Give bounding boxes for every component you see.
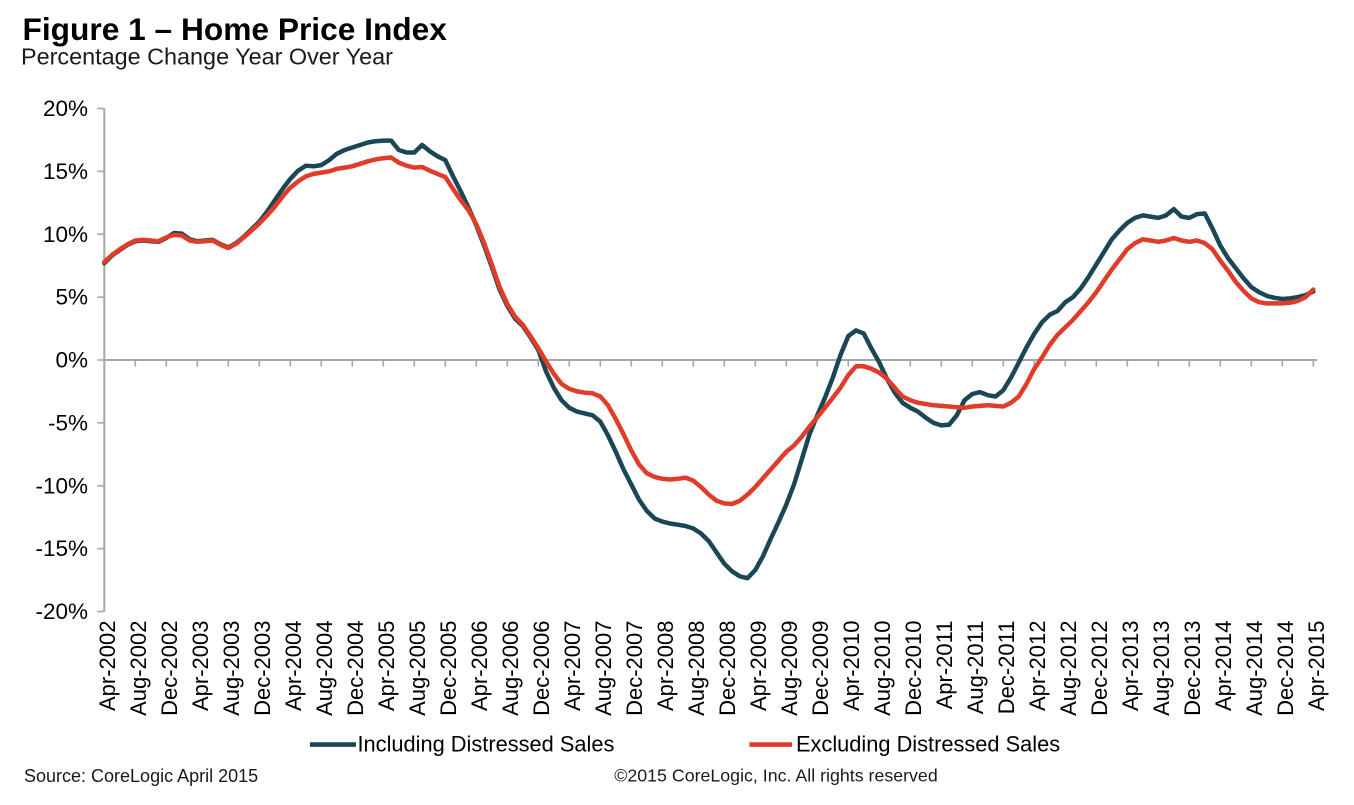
svg-text:Figure 1 – Home Price Index: Figure 1 – Home Price Index [23, 11, 448, 47]
svg-text:Apr-2009: Apr-2009 [746, 621, 771, 712]
svg-text:15%: 15% [43, 159, 88, 184]
svg-text:Aug-2005: Aug-2005 [405, 621, 430, 716]
svg-text:Dec-2014: Dec-2014 [1273, 621, 1298, 716]
svg-text:-20%: -20% [35, 599, 88, 624]
svg-text:Aug-2009: Aug-2009 [777, 621, 802, 716]
svg-text:Dec-2003: Dec-2003 [250, 621, 275, 716]
svg-text:Dec-2008: Dec-2008 [715, 621, 740, 716]
svg-text:Source: CoreLogic April 2015: Source: CoreLogic April 2015 [24, 766, 258, 786]
svg-text:Dec-2012: Dec-2012 [1087, 621, 1112, 716]
svg-text:5%: 5% [55, 285, 88, 310]
svg-text:Dec-2013: Dec-2013 [1180, 621, 1205, 716]
svg-text:Percentage Change Year Over Ye: Percentage Change Year Over Year [21, 44, 393, 70]
svg-text:-5%: -5% [48, 411, 88, 436]
svg-text:Aug-2004: Aug-2004 [312, 621, 337, 716]
svg-text:Apr-2006: Apr-2006 [467, 621, 492, 712]
svg-text:Apr-2015: Apr-2015 [1304, 621, 1329, 712]
svg-text:Dec-2011: Dec-2011 [994, 621, 1019, 715]
svg-text:20%: 20% [43, 96, 88, 121]
svg-text:Excluding Distressed Sales: Excluding Distressed Sales [796, 732, 1060, 757]
svg-text:Aug-2010: Aug-2010 [870, 621, 895, 716]
svg-text:Including Distressed Sales: Including Distressed Sales [358, 732, 615, 757]
svg-text:Apr-2003: Apr-2003 [188, 621, 213, 712]
svg-text:Aug-2014: Aug-2014 [1242, 621, 1267, 716]
svg-text:Dec-2010: Dec-2010 [901, 621, 926, 716]
svg-text:Dec-2009: Dec-2009 [808, 621, 833, 716]
svg-text:Apr-2010: Apr-2010 [839, 621, 864, 712]
svg-text:0%: 0% [55, 348, 88, 373]
svg-text:Dec-2006: Dec-2006 [529, 621, 554, 716]
svg-text:-10%: -10% [35, 473, 88, 498]
svg-text:Dec-2007: Dec-2007 [622, 621, 647, 716]
svg-text:-15%: -15% [35, 536, 88, 561]
svg-text:Aug-2012: Aug-2012 [1056, 621, 1081, 716]
svg-text:Apr-2014: Apr-2014 [1211, 621, 1236, 712]
svg-text:Aug-2007: Aug-2007 [591, 621, 616, 716]
svg-text:Aug-2002: Aug-2002 [126, 621, 151, 716]
svg-text:Aug-2013: Aug-2013 [1149, 621, 1174, 716]
svg-text:Dec-2005: Dec-2005 [436, 621, 461, 716]
svg-text:Aug-2006: Aug-2006 [498, 621, 523, 716]
svg-text:Dec-2002: Dec-2002 [157, 621, 182, 716]
svg-text:Aug-2003: Aug-2003 [219, 621, 244, 716]
svg-text:Apr-2004: Apr-2004 [281, 621, 306, 712]
svg-text:Apr-2008: Apr-2008 [653, 621, 678, 712]
svg-text:©2015 CoreLogic, Inc. All righ: ©2015 CoreLogic, Inc. All rights reserve… [614, 766, 937, 786]
svg-text:Aug-2008: Aug-2008 [684, 621, 709, 716]
svg-text:Aug-2011: Aug-2011 [963, 621, 988, 715]
svg-text:Apr-2002: Apr-2002 [95, 621, 120, 712]
svg-text:Apr-2005: Apr-2005 [374, 621, 399, 712]
svg-text:Apr-2011: Apr-2011 [932, 621, 957, 710]
svg-text:Apr-2012: Apr-2012 [1025, 621, 1050, 712]
svg-text:10%: 10% [43, 222, 88, 247]
svg-text:Apr-2007: Apr-2007 [560, 621, 585, 712]
svg-text:Dec-2004: Dec-2004 [343, 621, 368, 716]
svg-text:Apr-2013: Apr-2013 [1118, 621, 1143, 712]
